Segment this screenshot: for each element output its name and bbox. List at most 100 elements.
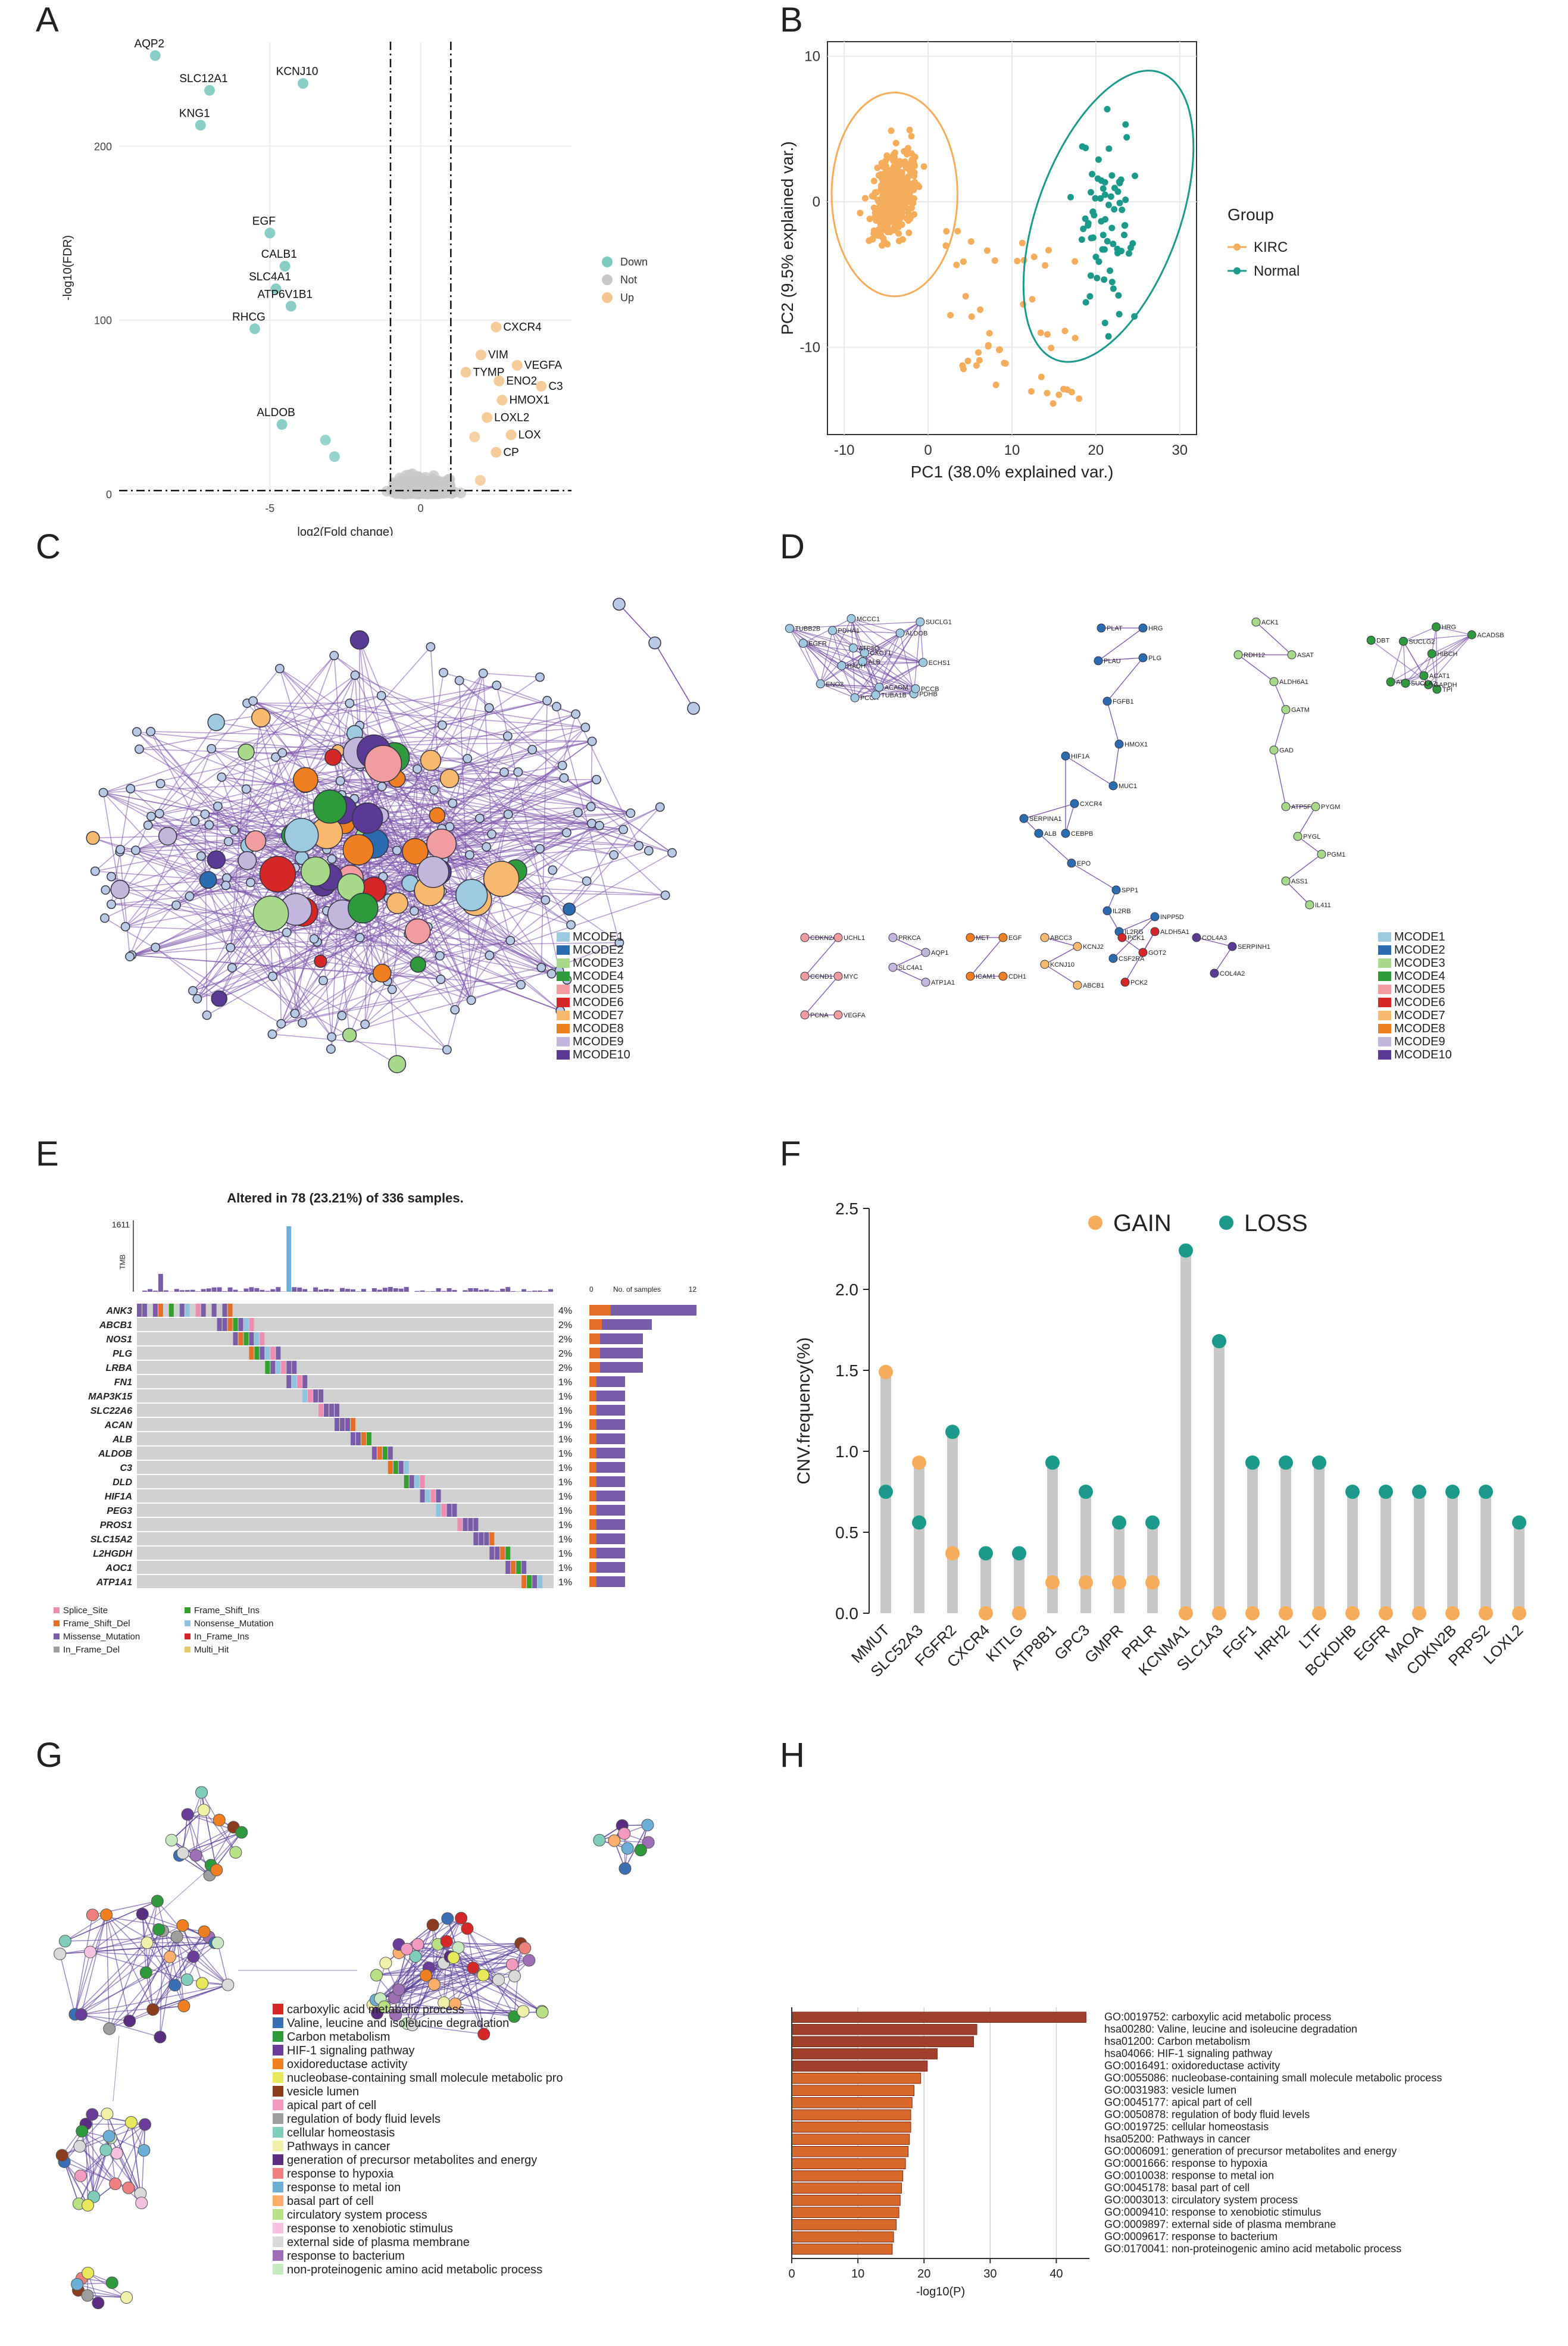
legend-swatch [557, 998, 570, 1007]
gene-label: EGF [252, 215, 276, 228]
network-edge [145, 1930, 164, 1973]
tmb-bar [430, 1291, 436, 1292]
mutation-cell [222, 1318, 227, 1331]
legend-swatch [273, 2168, 283, 2179]
pca-point [985, 342, 992, 349]
term-node [536, 2005, 549, 2019]
node-label: GATM [1291, 707, 1310, 714]
network-node [135, 744, 144, 754]
network-edge [383, 832, 567, 877]
network-node [420, 749, 442, 771]
pca-point [1014, 258, 1021, 265]
network-edge [111, 904, 177, 906]
samples-axis-label: No. of samples [613, 1285, 661, 1294]
network-node [349, 630, 370, 650]
cluster-edge [864, 632, 901, 654]
cluster-node [1111, 885, 1121, 895]
network-edge [275, 685, 497, 758]
node-label: PCK2 [1130, 979, 1148, 986]
network-node [660, 890, 670, 900]
loss-point [1012, 1546, 1026, 1561]
tmb-bar [495, 1291, 500, 1292]
network-node [402, 838, 429, 865]
mutation-cell [276, 1361, 281, 1374]
cluster-node [1269, 745, 1279, 755]
tmb-bar [147, 1289, 152, 1292]
network-edge [447, 1918, 530, 1961]
network-node [107, 871, 116, 882]
pca-point [884, 229, 891, 236]
network-node [345, 698, 355, 708]
gain-point [1479, 1606, 1493, 1620]
volcano-point [491, 446, 502, 458]
tmb-bar [206, 1288, 211, 1292]
legend-label: In_Frame_Ins [194, 1632, 249, 1642]
network-node [377, 782, 387, 792]
cluster-node [1073, 980, 1082, 990]
pca-point [1097, 195, 1104, 202]
network-node [251, 708, 271, 727]
network-node [329, 651, 339, 661]
network-edge [111, 876, 366, 1025]
mutation-cell [286, 1361, 292, 1374]
legend-label: Nonsense_Mutation [194, 1619, 273, 1629]
tmb-bar [152, 1291, 158, 1292]
pca-point [1061, 327, 1069, 335]
network-edge [230, 717, 262, 948]
mutation-cell [521, 1561, 527, 1574]
sample-count-bar [589, 1476, 596, 1487]
network-node [587, 736, 597, 746]
cluster-edge [1113, 744, 1120, 786]
node-label: PYGL [1303, 833, 1320, 841]
gene-label: KNG1 [179, 107, 210, 120]
mutation-cell [446, 1504, 452, 1517]
network-node [327, 1032, 336, 1042]
network-node [454, 676, 464, 686]
cluster-node [888, 963, 898, 972]
mutation-cell [249, 1347, 254, 1360]
network-node [482, 842, 492, 852]
cluster-node [785, 624, 794, 633]
legend-swatch [602, 292, 613, 303]
gene-name: C3 [120, 1463, 133, 1473]
gain-point [1445, 1606, 1460, 1620]
x-tick-label: 0 [418, 502, 424, 514]
pca-point [879, 242, 886, 249]
cluster-edge [802, 643, 842, 666]
term-node [411, 1938, 424, 1951]
tmb-bar [276, 1287, 281, 1292]
tmb-bar [270, 1289, 276, 1292]
network-edge [106, 1914, 176, 1986]
network-edge [119, 851, 130, 957]
legend-label: MCODE3 [573, 957, 624, 970]
oncoplot-row-bg [137, 1318, 554, 1331]
gene-percent: 2% [558, 1320, 572, 1330]
network-node [268, 971, 277, 982]
tmb-bar [302, 1289, 308, 1292]
cluster-edge [1436, 626, 1472, 636]
pca-point [875, 226, 882, 233]
pca-point [962, 293, 969, 300]
node-label: GAPDH [1433, 682, 1457, 689]
x-axis-label: -log10(P) [916, 2285, 965, 2298]
node-label: PLAT [1107, 625, 1123, 632]
sample-count-bar [589, 1505, 625, 1516]
y-tick-label: 2.0 [835, 1280, 858, 1299]
term-node [138, 2118, 151, 2131]
volcano-point [536, 380, 547, 392]
cluster-edge [802, 618, 852, 644]
cluster-edge [1423, 634, 1472, 676]
legend-label: MCODE5 [573, 983, 624, 996]
network-edge [113, 2035, 120, 2102]
mutation-cell [345, 1418, 350, 1431]
network-node [238, 744, 255, 761]
pca-point [870, 177, 877, 185]
loss-point [1212, 1334, 1226, 1349]
enrichment-bar [791, 2195, 901, 2206]
network-edge [654, 642, 694, 709]
enrichment-bar [791, 2060, 928, 2072]
cluster-node [1419, 671, 1429, 680]
node-label: COL4A3 [1202, 935, 1227, 942]
network-node [592, 774, 601, 785]
cluster-edge [1255, 621, 1292, 655]
